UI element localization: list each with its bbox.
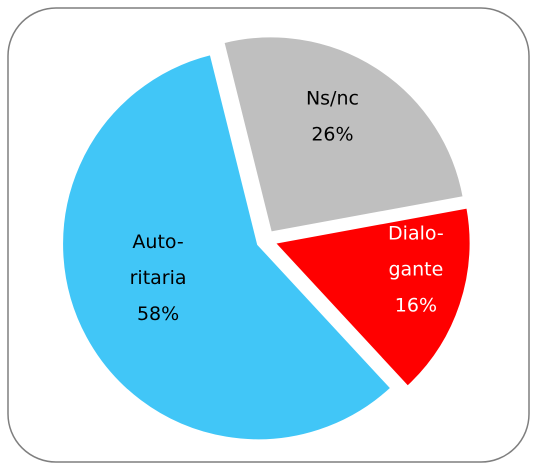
slice-label: Auto-	[132, 231, 183, 253]
slice-value-label: 16%	[395, 294, 437, 316]
slice-value-label: 58%	[137, 303, 179, 325]
slice-label: Ns/nc	[306, 87, 359, 109]
slice-label: gante	[388, 258, 443, 280]
slice-label: Dialo-	[388, 222, 444, 244]
slice-label: ritaria	[130, 267, 187, 289]
pie-slice	[222, 35, 465, 234]
pie-slice	[61, 52, 393, 442]
pie-slice	[272, 206, 472, 389]
slice-value-label: 26%	[311, 123, 353, 145]
